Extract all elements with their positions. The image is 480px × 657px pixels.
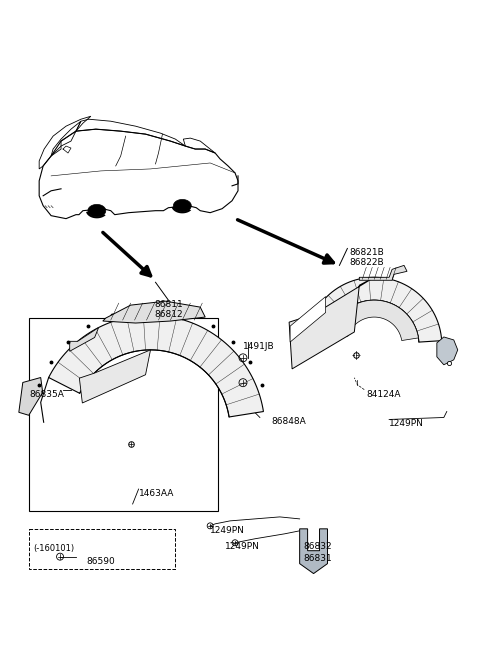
Bar bbox=[29, 318, 218, 511]
Polygon shape bbox=[300, 529, 327, 574]
Text: 86590: 86590 bbox=[86, 556, 115, 566]
Text: 1249PN: 1249PN bbox=[389, 419, 424, 428]
Text: 86822B: 86822B bbox=[349, 258, 384, 267]
Polygon shape bbox=[289, 277, 374, 369]
Text: 1249PN: 1249PN bbox=[225, 542, 260, 551]
Polygon shape bbox=[290, 296, 325, 342]
Polygon shape bbox=[332, 300, 419, 340]
Polygon shape bbox=[103, 301, 205, 323]
Text: 84124A: 84124A bbox=[366, 390, 401, 399]
Text: 86821B: 86821B bbox=[349, 248, 384, 258]
Text: 86811: 86811 bbox=[154, 300, 183, 309]
Polygon shape bbox=[19, 378, 43, 415]
Polygon shape bbox=[173, 200, 192, 212]
Polygon shape bbox=[79, 350, 151, 403]
Text: 1249PN: 1249PN bbox=[210, 526, 245, 535]
Text: 86848A: 86848A bbox=[272, 417, 307, 426]
Text: (-160101): (-160101) bbox=[33, 544, 74, 553]
Polygon shape bbox=[308, 277, 442, 342]
Polygon shape bbox=[70, 328, 98, 351]
Bar bbox=[29, 529, 175, 568]
Text: 1491JB: 1491JB bbox=[243, 342, 275, 351]
Polygon shape bbox=[171, 207, 191, 214]
Text: 86812: 86812 bbox=[154, 310, 183, 319]
Text: 86831: 86831 bbox=[304, 554, 332, 562]
Text: 1463AA: 1463AA bbox=[139, 489, 174, 498]
Polygon shape bbox=[437, 337, 458, 365]
Polygon shape bbox=[48, 315, 264, 417]
Polygon shape bbox=[86, 212, 106, 218]
Text: 86835A: 86835A bbox=[29, 390, 64, 399]
Polygon shape bbox=[88, 204, 106, 217]
Text: 86832: 86832 bbox=[304, 542, 332, 551]
Polygon shape bbox=[360, 265, 407, 281]
